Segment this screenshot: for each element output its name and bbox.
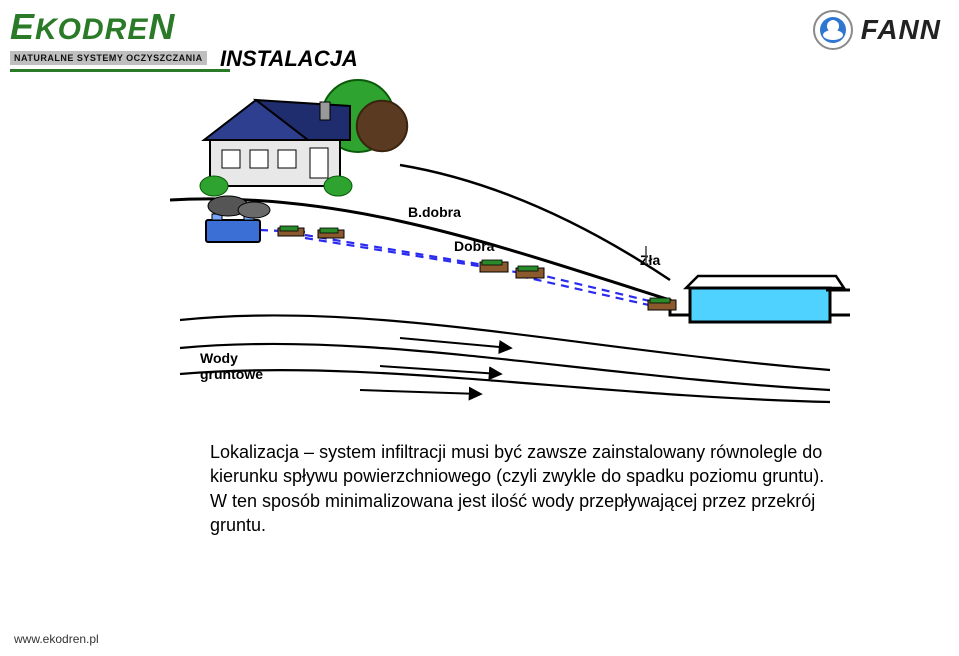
fann-text: FANN — [861, 14, 941, 46]
body-paragraph: Lokalizacja – system infiltracji musi by… — [210, 440, 830, 537]
page-title: INSTALACJA — [220, 46, 358, 72]
installation-diagram — [150, 70, 850, 410]
brand-tagline: NATURALNE SYSTEMY OCZYSZCZANIA — [10, 51, 207, 65]
logo-fann: FANN — [813, 10, 941, 50]
footer-url: www.ekodren.pl — [14, 632, 99, 646]
brand-text: EKODREN — [10, 6, 230, 48]
logo-ekodren: EKODREN NATURALNE SYSTEMY OCZYSZCZANIA — [10, 6, 230, 72]
fann-medallion-icon — [813, 10, 853, 50]
